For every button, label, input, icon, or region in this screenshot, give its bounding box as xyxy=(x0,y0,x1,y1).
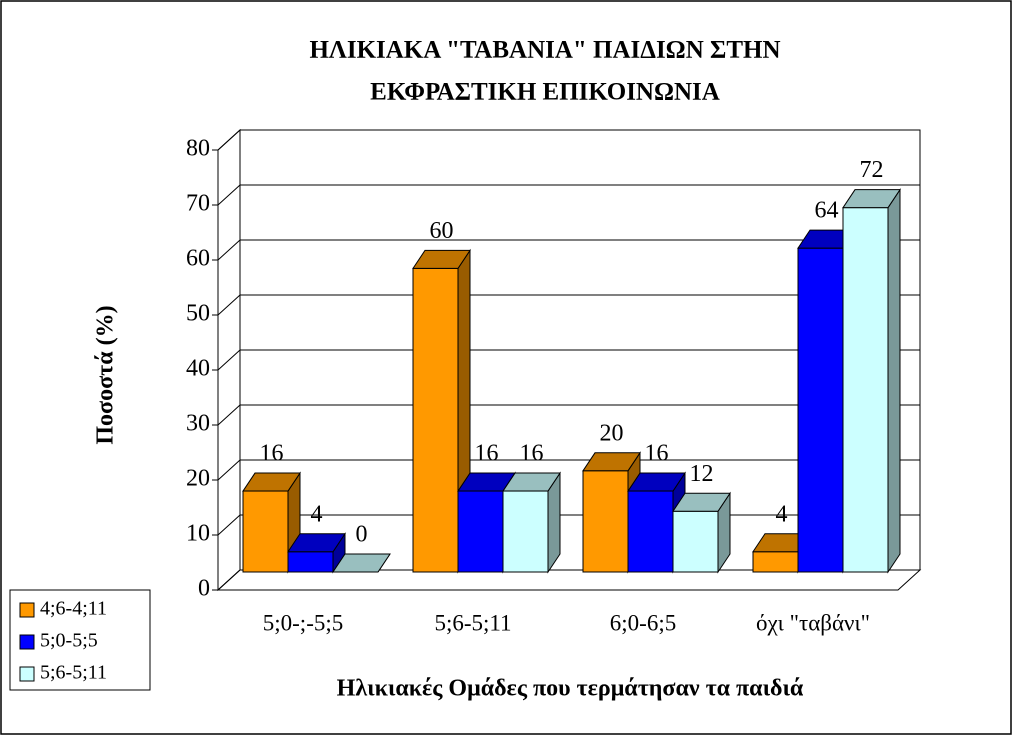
data-label: 16 xyxy=(520,441,544,467)
y-tick-label: 0 xyxy=(198,576,210,602)
grid-line xyxy=(217,514,241,536)
grid-line xyxy=(217,349,241,371)
x-tick-label: 5;0-;-5;5 xyxy=(263,610,344,635)
y-tick-label: 80 xyxy=(186,136,210,162)
bar-top xyxy=(582,452,641,472)
bar xyxy=(842,207,889,573)
chart-title: ΕΚΦΡΑΣΤΙΚΗ ΕΠΙΚΟΙΝΩΝΙΑ xyxy=(370,79,720,106)
data-label: 4 xyxy=(776,501,788,527)
bar xyxy=(242,490,289,573)
data-label: 12 xyxy=(690,461,714,487)
bar xyxy=(502,490,549,573)
data-label: 20 xyxy=(600,420,624,446)
legend-swatch xyxy=(19,634,35,650)
bar-top xyxy=(242,472,301,492)
y-tick-label: 20 xyxy=(186,466,210,492)
bar xyxy=(797,247,844,573)
grid-line xyxy=(217,184,241,206)
y-tick-label: 60 xyxy=(186,246,210,272)
data-label: 72 xyxy=(860,157,884,183)
legend-label: 5;6-5;11 xyxy=(40,662,107,684)
bar-side xyxy=(887,188,901,574)
bar-top xyxy=(502,472,561,492)
x-tick-label: 5;6-5;11 xyxy=(434,610,511,635)
y-tick-label: 40 xyxy=(186,356,210,382)
data-label: 0 xyxy=(356,522,368,548)
y-tick-label: 70 xyxy=(186,191,210,217)
y-tick-label: 30 xyxy=(186,411,210,437)
data-label: 4 xyxy=(311,501,323,527)
bar xyxy=(457,490,504,573)
bar-top xyxy=(627,472,686,492)
legend-swatch xyxy=(19,602,35,618)
grid-line xyxy=(217,404,241,426)
grid-line xyxy=(217,569,241,591)
bar xyxy=(627,490,674,573)
bar xyxy=(287,551,334,573)
bar-top xyxy=(287,533,346,553)
bar xyxy=(752,551,799,573)
legend-label: 5;0-5;5 xyxy=(40,630,98,652)
bar xyxy=(582,470,629,573)
legend-label: 4;6-4;11 xyxy=(40,598,107,620)
bar xyxy=(672,510,719,573)
bar xyxy=(412,267,459,573)
grid-line xyxy=(217,294,241,316)
y-axis-label: Ποσοστά (%) xyxy=(93,305,119,444)
data-label: 60 xyxy=(430,218,454,244)
y-tick-label: 50 xyxy=(186,301,210,327)
grid-line xyxy=(217,459,241,481)
floor xyxy=(216,569,922,591)
data-label: 16 xyxy=(645,441,669,467)
data-label: 16 xyxy=(475,441,499,467)
x-tick-label: 6;0-6;5 xyxy=(610,610,676,635)
legend-swatch xyxy=(19,666,35,682)
data-label: 16 xyxy=(260,441,284,467)
grid-line xyxy=(217,239,241,261)
grid-line xyxy=(217,129,241,151)
bar-top xyxy=(412,249,471,269)
bar-top xyxy=(672,492,731,512)
y-tick-label: 10 xyxy=(186,521,210,547)
x-axis-label: Ηλικιακές Ομάδες που τερμάτησαν τα παιδι… xyxy=(337,676,804,702)
x-tick-label: όχι "ταβάνι" xyxy=(756,610,870,635)
data-label: 64 xyxy=(815,198,839,224)
bar-top xyxy=(842,189,901,209)
bar-top xyxy=(332,553,391,573)
chart-title: ΗΛΙΚΙΑΚΑ "ΤΑΒΑΝΙΑ" ΠΑΙΔΙΩΝ ΣΤΗΝ xyxy=(309,37,780,64)
